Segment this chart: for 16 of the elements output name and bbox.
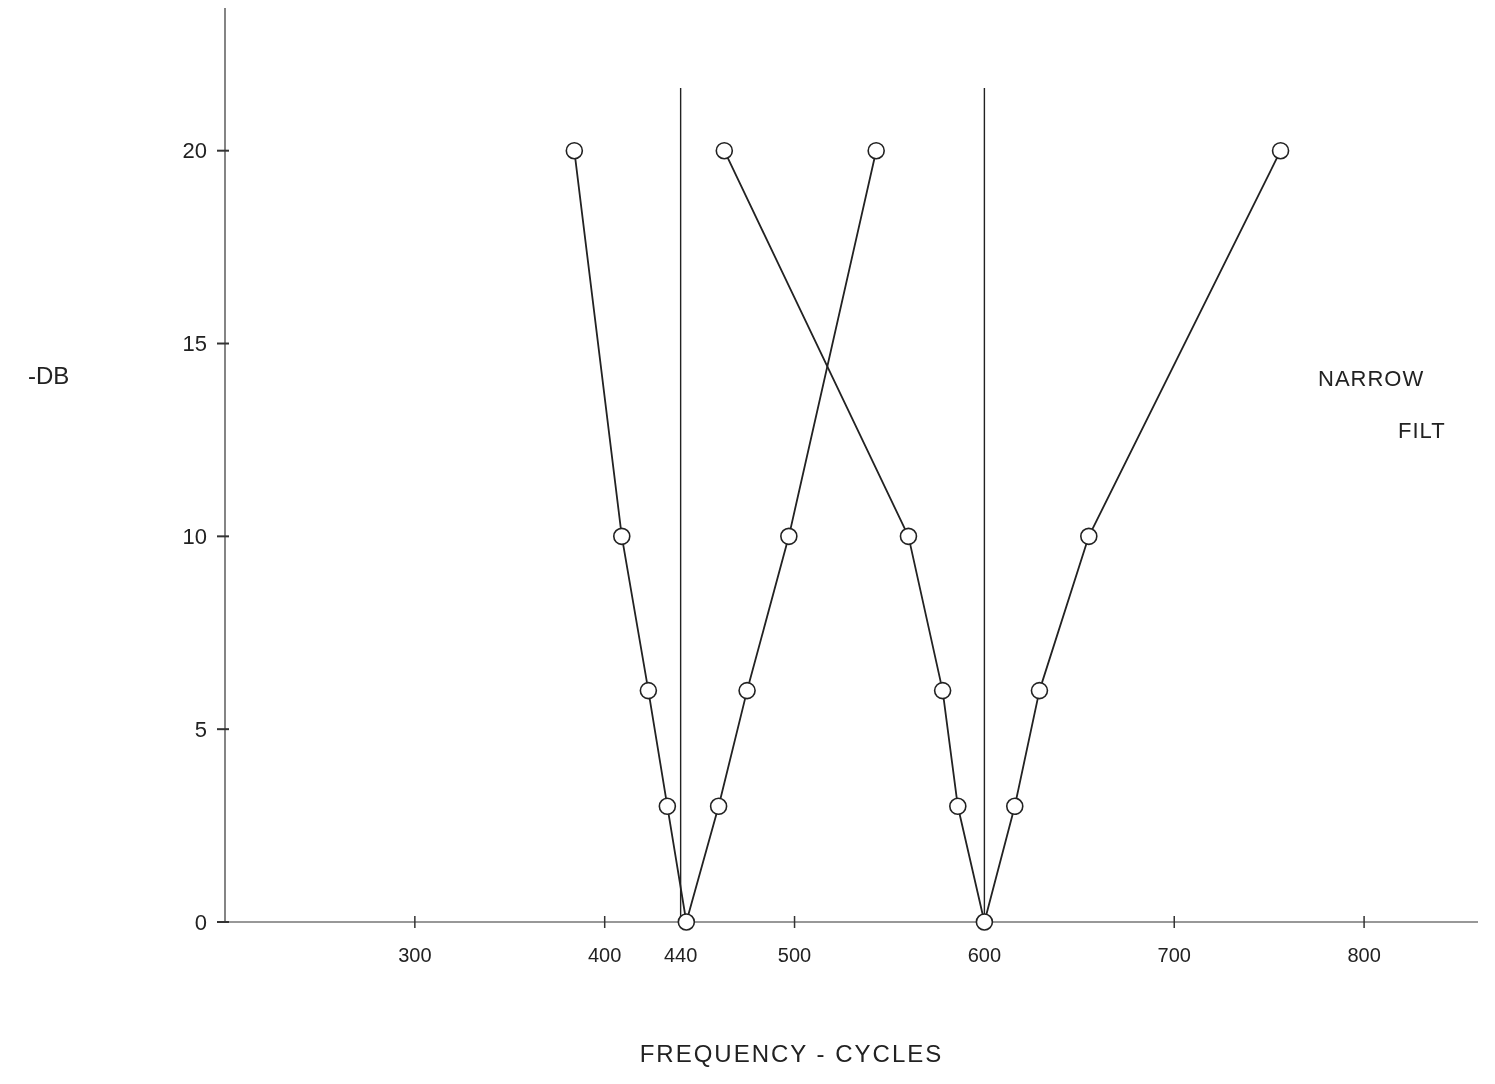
y-axis-title: -DB <box>28 362 70 389</box>
x-tick-label: 800 <box>1347 944 1381 966</box>
x-tick-label: 440 <box>663 944 698 966</box>
annotation: FILT <box>1398 418 1446 443</box>
y-tick-label: 10 <box>182 524 207 550</box>
y-tick-label: 5 <box>194 716 207 742</box>
y-tick-label: 15 <box>182 331 207 357</box>
x-tick-label: 300 <box>398 944 432 966</box>
y-tick-label: 20 <box>182 138 207 164</box>
x-tick-label: 400 <box>588 944 622 966</box>
x-tick-label: 700 <box>1157 944 1191 966</box>
y-tick-label: 0 <box>194 909 207 935</box>
x-axis-title: FREQUENCY - CYCLES <box>639 1040 944 1067</box>
annotation: NARROW <box>1318 366 1425 391</box>
x-tick-label: 500 <box>777 944 812 966</box>
x-tick-label: 600 <box>967 944 1002 966</box>
